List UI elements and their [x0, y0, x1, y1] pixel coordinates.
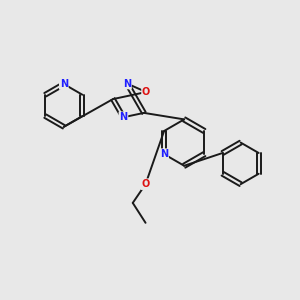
Text: N: N — [119, 112, 128, 122]
Text: N: N — [160, 149, 168, 159]
Text: N: N — [123, 79, 131, 88]
Text: O: O — [142, 87, 150, 97]
Text: N: N — [60, 79, 68, 89]
Text: O: O — [141, 179, 150, 189]
